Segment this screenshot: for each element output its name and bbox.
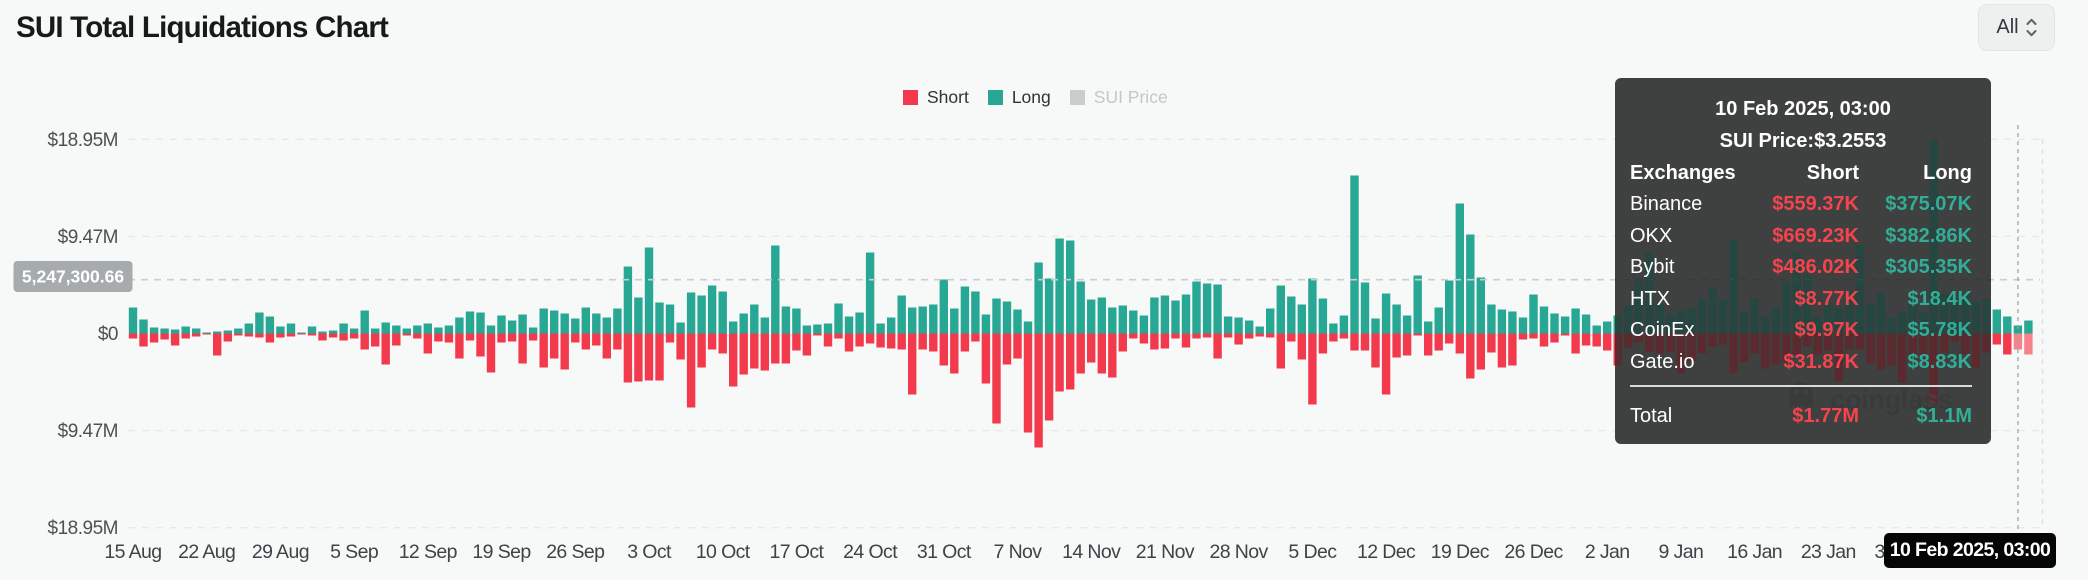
svg-text:2 Jan: 2 Jan: [1585, 541, 1630, 563]
svg-text:23 Jan: 23 Jan: [1801, 541, 1856, 563]
svg-text:22 Aug: 22 Aug: [178, 541, 235, 563]
svg-text:15 Aug: 15 Aug: [104, 541, 161, 563]
svg-text:12 Dec: 12 Dec: [1357, 541, 1416, 563]
svg-text:17 Oct: 17 Oct: [769, 541, 824, 563]
svg-text:31 Oct: 31 Oct: [917, 541, 972, 563]
svg-text:29 Aug: 29 Aug: [252, 541, 309, 563]
svg-text:5 Sep: 5 Sep: [330, 541, 379, 563]
svg-text:24 Oct: 24 Oct: [843, 541, 898, 563]
svg-text:26 Dec: 26 Dec: [1504, 541, 1563, 563]
svg-text:$18.95M: $18.95M: [48, 518, 118, 539]
svg-text:26 Sep: 26 Sep: [546, 541, 605, 563]
svg-text:5 Dec: 5 Dec: [1288, 541, 1337, 563]
svg-text:10 Oct: 10 Oct: [696, 541, 751, 563]
svg-text:16 Jan: 16 Jan: [1727, 541, 1782, 563]
svg-text:19 Sep: 19 Sep: [472, 541, 531, 563]
svg-text:28 Nov: 28 Nov: [1210, 541, 1269, 563]
svg-text:21 Nov: 21 Nov: [1136, 541, 1195, 563]
svg-text:7 Nov: 7 Nov: [994, 541, 1043, 563]
svg-text:$9.47M: $9.47M: [58, 227, 118, 248]
svg-text:5,247,300.66: 5,247,300.66: [22, 267, 124, 287]
svg-text:$18.95M: $18.95M: [48, 130, 118, 151]
svg-text:$0: $0: [98, 324, 118, 345]
svg-text:9 Jan: 9 Jan: [1659, 541, 1704, 563]
svg-text:19 Dec: 19 Dec: [1431, 541, 1490, 563]
svg-text:$9.47M: $9.47M: [58, 421, 118, 442]
svg-text:3 Oct: 3 Oct: [627, 541, 672, 563]
svg-text:14 Nov: 14 Nov: [1062, 541, 1121, 563]
svg-text:12 Sep: 12 Sep: [399, 541, 458, 563]
